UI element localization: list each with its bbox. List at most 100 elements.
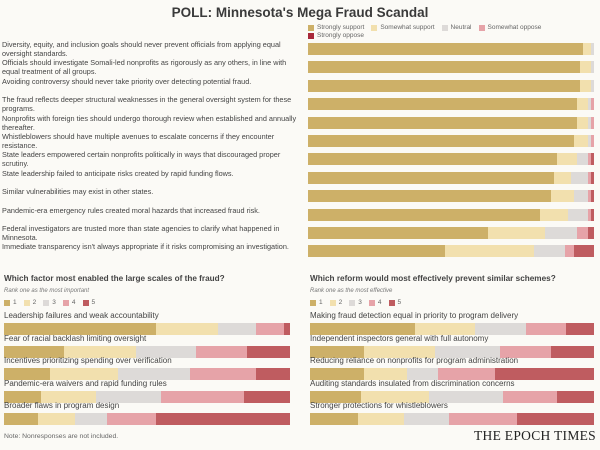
stacked-bar [4,345,290,358]
legend-item: 2 [23,299,36,307]
legend-label: 4 [377,299,382,306]
legend-label: Strongly support [317,24,365,31]
chart-legend: 1 2 3 4 5 [310,299,594,307]
legend-label: Somewhat oppose [487,24,542,31]
bar-segment [308,153,557,166]
bar-segment [576,227,589,239]
bar-segment [308,98,577,111]
bar-segment [533,245,566,258]
page-title: POLL: Minnesota's Mega Fraud Scandal [171,5,429,20]
stacked-bar [310,368,594,380]
legend-swatch [82,300,89,306]
bar-segment [573,135,589,147]
legend-item: Neutral [441,24,472,32]
legend-item: Strongly support [308,24,364,32]
bar-segment [556,153,577,166]
bar-segment [75,413,107,425]
legend-item: 1 [4,299,17,307]
legend-swatch [23,300,30,306]
stacked-bar [308,135,594,147]
legend-label: 2 [338,299,343,306]
option-label: Leadership failures and weak accountabil… [4,311,159,320]
legend-label: 3 [52,299,56,306]
bar-segment [4,323,156,335]
bar-segment [308,190,552,203]
bar-segment [517,413,594,425]
stacked-bar [308,208,594,221]
bar-segment [4,413,39,425]
bar-segment [308,116,577,129]
option-label: Auditing standards insulated from discri… [310,378,515,388]
stacked-bar [308,227,594,239]
bar-segment [4,345,65,358]
bar-segment [571,171,589,184]
bar-segment [591,135,594,147]
bar-segment [308,79,580,92]
bar-segment [189,368,256,380]
legend-item: Somewhat oppose [478,24,542,32]
stacked-bar [4,390,290,403]
stacked-bar [310,323,594,335]
legend-item: Somewhat support [371,24,435,32]
bar-segment [591,208,594,221]
option-label: Pandemic-era waivers and rapid funding r… [4,378,167,388]
bar-segment [557,390,594,403]
stacked-bar [308,153,594,166]
option-label: Reducing reliance on nonprofits for prog… [310,356,519,365]
bar-segment [588,227,594,239]
legend-label: 1 [319,299,323,306]
bar-segment [155,323,219,335]
bar-segment [358,413,404,425]
bar-segment [591,171,594,184]
bar-segment [591,79,594,92]
bar-segment [41,390,96,403]
bar-segment [565,323,594,335]
bar-segment [588,116,592,129]
legend-swatch [388,300,395,306]
statement-label: Pandemic-era emergency rules created mor… [2,205,260,215]
bar-segment [38,413,76,425]
bar-segment [4,368,50,380]
bar-segment [308,227,489,239]
bar-segment [591,61,594,74]
bar-segment [579,61,592,74]
footnote: Note: Nonresponses are not included. [4,433,119,440]
legend-item: 5 [388,299,401,307]
bar-segment [363,345,435,358]
legend-item: 5 [82,299,96,307]
bar-segment [308,208,540,221]
stacked-bar [308,190,594,203]
legend-swatch [368,300,375,306]
bar-segment [588,135,592,147]
question-title: Which factor most enabled the large scal… [4,274,225,283]
bar-segment [588,208,592,221]
bar-segment [284,323,290,335]
legend-label: 5 [91,299,96,306]
bar-segment [415,323,475,335]
bar-segment [551,345,594,358]
legend-label: Somewhat support [380,24,435,31]
bar-segment [155,413,290,425]
bar-segment [573,245,594,258]
legend-swatch [308,25,314,31]
statement-label: Federal investigators are trusted more t… [2,224,280,242]
stacked-bar [308,116,594,129]
bar-segment [429,390,504,403]
bar-segment [539,208,569,221]
bar-segment [310,390,362,403]
statement-label: Officials should investigate Somali-led … [2,58,287,77]
bar-segment [434,345,501,358]
bar-segment [588,98,592,111]
bar-segment [591,190,594,203]
bar-segment [576,116,589,129]
option-label: Fear of racial backlash limiting oversig… [4,333,147,343]
bar-segment [568,208,589,221]
bar-segment [255,368,290,380]
bar-segment [361,390,430,403]
bar-segment [64,345,136,358]
question-title: Which reform would most effectively prev… [310,274,556,283]
bar-segment [525,323,566,335]
chart-legend: 1 2 3 4 5 [4,299,290,307]
bar-segment [437,368,495,380]
legend-item: 1 [310,299,323,307]
